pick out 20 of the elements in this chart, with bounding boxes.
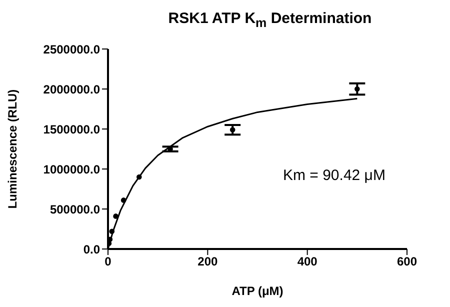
point	[354, 86, 360, 92]
y-tick-label: 1000000.0	[43, 162, 100, 176]
y-tick-label: 500000.0	[50, 202, 100, 216]
point	[109, 228, 115, 234]
x-tick-label: 600	[396, 254, 418, 269]
x-tick-label: 400	[297, 254, 318, 269]
y-tick-label: 2500000.0	[43, 42, 100, 56]
y-tick-label: 0.0	[83, 242, 100, 256]
x-tick-label: 200	[198, 254, 218, 269]
point	[113, 214, 118, 219]
x-axis-title: ATP (μM)	[232, 284, 284, 298]
annotation: Km = 90.42 μM	[283, 167, 386, 184]
y-axis-title: Luminescence (RLU)	[5, 89, 20, 209]
y-tick-label: 1500000.0	[43, 122, 100, 136]
point	[230, 127, 236, 132]
x-tick-label: 0	[104, 254, 112, 269]
chart-title: RSK1 ATP K$_{m}$ Determination	[167, 10, 373, 30]
y-tick-label: 2000000.0	[43, 82, 100, 96]
point	[136, 174, 142, 180]
point	[120, 198, 126, 203]
